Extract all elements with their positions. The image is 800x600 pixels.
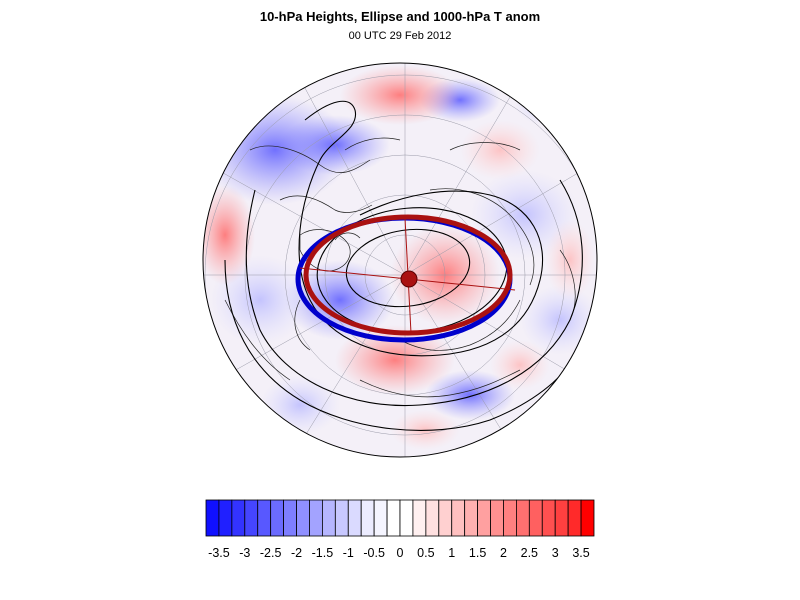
temperature-anomaly-field [203, 63, 597, 457]
colorbar-tick-label: -2 [291, 546, 302, 560]
colorbar-boxes [205, 499, 595, 537]
colorbar-tick-label: 3 [552, 546, 559, 560]
colorbar-tick-label: 1.5 [469, 546, 486, 560]
colorbar-tick-label: -1 [343, 546, 354, 560]
colorbar-tick-label: 0 [397, 546, 404, 560]
colorbar-tick-label: 0.5 [417, 546, 434, 560]
colorbar-tick-label: 3.5 [572, 546, 589, 560]
colorbar-box [490, 499, 504, 537]
colorbar-box [309, 499, 323, 537]
colorbar-tick-label: 1 [448, 546, 455, 560]
colorbar-box [477, 499, 491, 537]
colorbar-box [451, 499, 466, 537]
colorbar-box [554, 499, 569, 537]
colorbar-box [257, 499, 272, 537]
plot-title: 10-hPa Heights, Ellipse and 1000-hPa T a… [259, 9, 541, 24]
colorbar-box [438, 499, 453, 537]
colorbar-box [373, 499, 388, 537]
colorbar-box [360, 499, 375, 537]
colorbar-box [270, 499, 284, 537]
colorbar-box [347, 499, 362, 537]
colorbar-box [464, 499, 478, 537]
colorbar-tick-label: -0.5 [363, 546, 385, 560]
colorbar-box [218, 499, 233, 537]
globe-border [202, 62, 598, 458]
colorbar-tick-label: -1.5 [312, 546, 334, 560]
colorbar-tick-label: 2.5 [521, 546, 538, 560]
colorbar-box [321, 499, 336, 537]
colorbar-box [412, 499, 427, 537]
colorbar-box [503, 499, 517, 537]
colorbar-tick-label: -3 [239, 546, 250, 560]
colorbar-tick-label: -3.5 [208, 546, 230, 560]
colorbar-box [205, 499, 220, 537]
coastlines [224, 137, 576, 398]
colorbar-box [425, 499, 440, 537]
colorbar-tick-label: -2.5 [260, 546, 282, 560]
vortex-centroid-marker [400, 270, 418, 288]
colorbar-box [580, 499, 595, 537]
colorbar-box [386, 499, 401, 537]
colorbar-box [541, 499, 556, 537]
colorbar-box [567, 499, 582, 537]
colorbar-box [516, 499, 530, 537]
colorbar-tick-labels: -3.5 -3 -2.5 -2 -1.5 -1 -0.5 0 0.5 1 1.5 2 2.5 3 3.5 [208, 546, 590, 560]
colorbar-box [528, 499, 543, 537]
colorbar-tick-label: 2 [500, 546, 507, 560]
colorbar-box [334, 499, 349, 537]
colorbar-box [283, 499, 297, 537]
colorbar-box [296, 499, 310, 537]
colorbar-box [244, 499, 259, 537]
vortex-ellipse-red [303, 214, 513, 336]
plot-subtitle: 00 UTC 29 Feb 2012 [348, 30, 452, 42]
colorbar-box [231, 499, 246, 537]
colorbar-box [399, 499, 414, 537]
